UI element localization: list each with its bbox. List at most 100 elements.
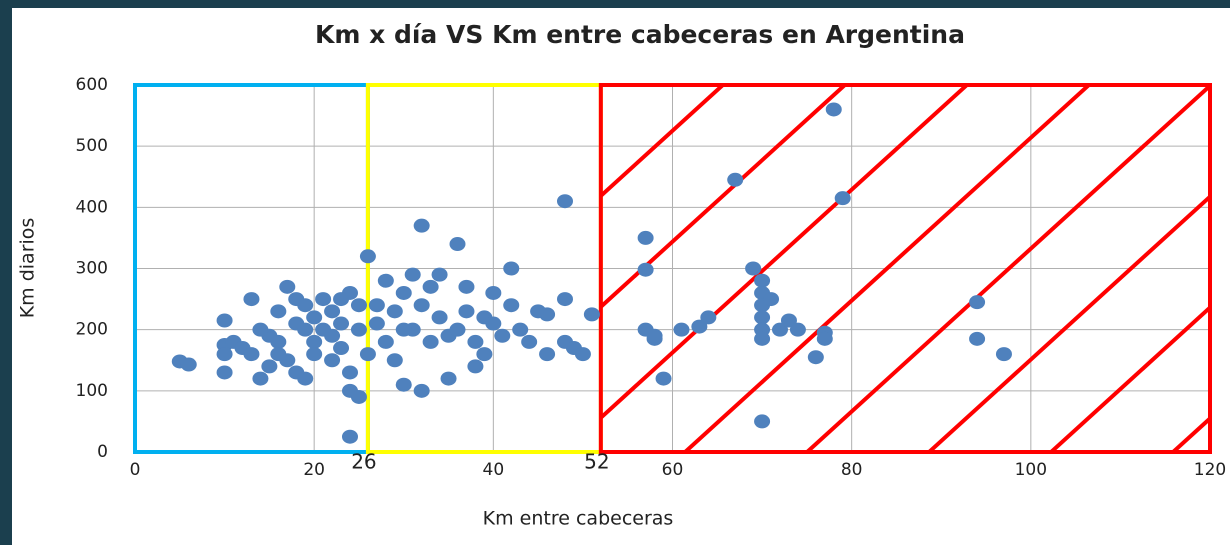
point xyxy=(216,347,233,362)
point xyxy=(315,292,332,307)
point xyxy=(995,347,1012,362)
point xyxy=(386,353,403,368)
point xyxy=(467,359,484,374)
hatch-line xyxy=(805,85,1210,452)
point xyxy=(539,307,556,322)
point xyxy=(395,285,412,300)
point xyxy=(458,279,475,294)
point xyxy=(557,292,573,307)
y-tick-label: 200 xyxy=(76,320,108,340)
point xyxy=(359,249,376,264)
point xyxy=(422,279,439,294)
point xyxy=(745,261,762,276)
point xyxy=(252,371,269,386)
point xyxy=(583,307,600,322)
hatch-line xyxy=(927,193,1210,452)
point xyxy=(243,292,260,307)
point xyxy=(458,304,475,319)
point xyxy=(449,322,466,337)
x-tick-label: 100 xyxy=(1015,460,1047,480)
region-boundary-label: 26 xyxy=(351,450,376,474)
point xyxy=(395,377,412,392)
y-tick-label: 100 xyxy=(76,381,108,401)
hatch-line xyxy=(1049,304,1210,452)
y-tick-label: 0 xyxy=(97,442,108,462)
chart-title: Km x día VS Km entre cabeceras en Argent… xyxy=(315,20,965,49)
hatch-line xyxy=(600,85,725,199)
point xyxy=(789,322,806,337)
point xyxy=(754,310,771,325)
x-tick-label: 80 xyxy=(841,460,863,480)
y-tick-label: 500 xyxy=(76,136,108,156)
point xyxy=(350,389,367,404)
point xyxy=(494,328,511,343)
point xyxy=(288,292,305,307)
point xyxy=(637,262,654,277)
point xyxy=(350,322,367,337)
point xyxy=(404,267,421,282)
point xyxy=(324,304,341,319)
point xyxy=(780,313,797,328)
point xyxy=(574,347,591,362)
y-tick-label: 400 xyxy=(76,197,108,217)
point xyxy=(350,298,367,313)
point xyxy=(700,310,717,325)
point xyxy=(306,334,323,349)
point xyxy=(754,273,771,288)
point xyxy=(763,292,780,307)
point xyxy=(306,347,323,362)
point xyxy=(377,273,394,288)
point xyxy=(727,172,744,187)
x-tick-label: 20 xyxy=(303,460,325,480)
point xyxy=(816,331,833,346)
point xyxy=(431,310,448,325)
point xyxy=(243,347,260,362)
point xyxy=(646,328,663,343)
point xyxy=(306,310,323,325)
point xyxy=(969,331,986,346)
point xyxy=(655,371,672,386)
point xyxy=(270,304,287,319)
point xyxy=(216,365,233,380)
hatch-line xyxy=(683,85,1091,452)
point xyxy=(342,365,358,380)
point xyxy=(807,350,824,365)
point xyxy=(333,292,350,307)
point xyxy=(512,322,529,337)
point xyxy=(252,322,269,337)
point xyxy=(386,304,403,319)
point xyxy=(368,298,385,313)
point xyxy=(413,218,430,233)
point xyxy=(279,279,296,294)
point xyxy=(557,194,573,209)
point xyxy=(324,328,341,343)
point xyxy=(691,319,708,334)
hatch-line xyxy=(600,85,969,421)
point xyxy=(216,313,233,328)
point xyxy=(270,334,287,349)
point xyxy=(377,334,394,349)
point xyxy=(673,322,690,337)
point xyxy=(395,322,412,337)
point xyxy=(754,414,771,429)
point xyxy=(342,429,358,444)
point xyxy=(413,383,430,398)
hatch xyxy=(600,85,1210,452)
point xyxy=(772,322,788,337)
point xyxy=(368,316,385,331)
point xyxy=(440,371,457,386)
point xyxy=(476,347,493,362)
point xyxy=(333,316,350,331)
point xyxy=(333,341,350,356)
point xyxy=(485,285,502,300)
point xyxy=(324,353,341,368)
left-frame xyxy=(0,0,12,545)
point xyxy=(297,322,314,337)
point xyxy=(270,347,287,362)
point xyxy=(637,230,654,245)
point xyxy=(180,357,197,372)
point xyxy=(834,191,851,206)
region-boundary-label: 52 xyxy=(584,450,609,474)
